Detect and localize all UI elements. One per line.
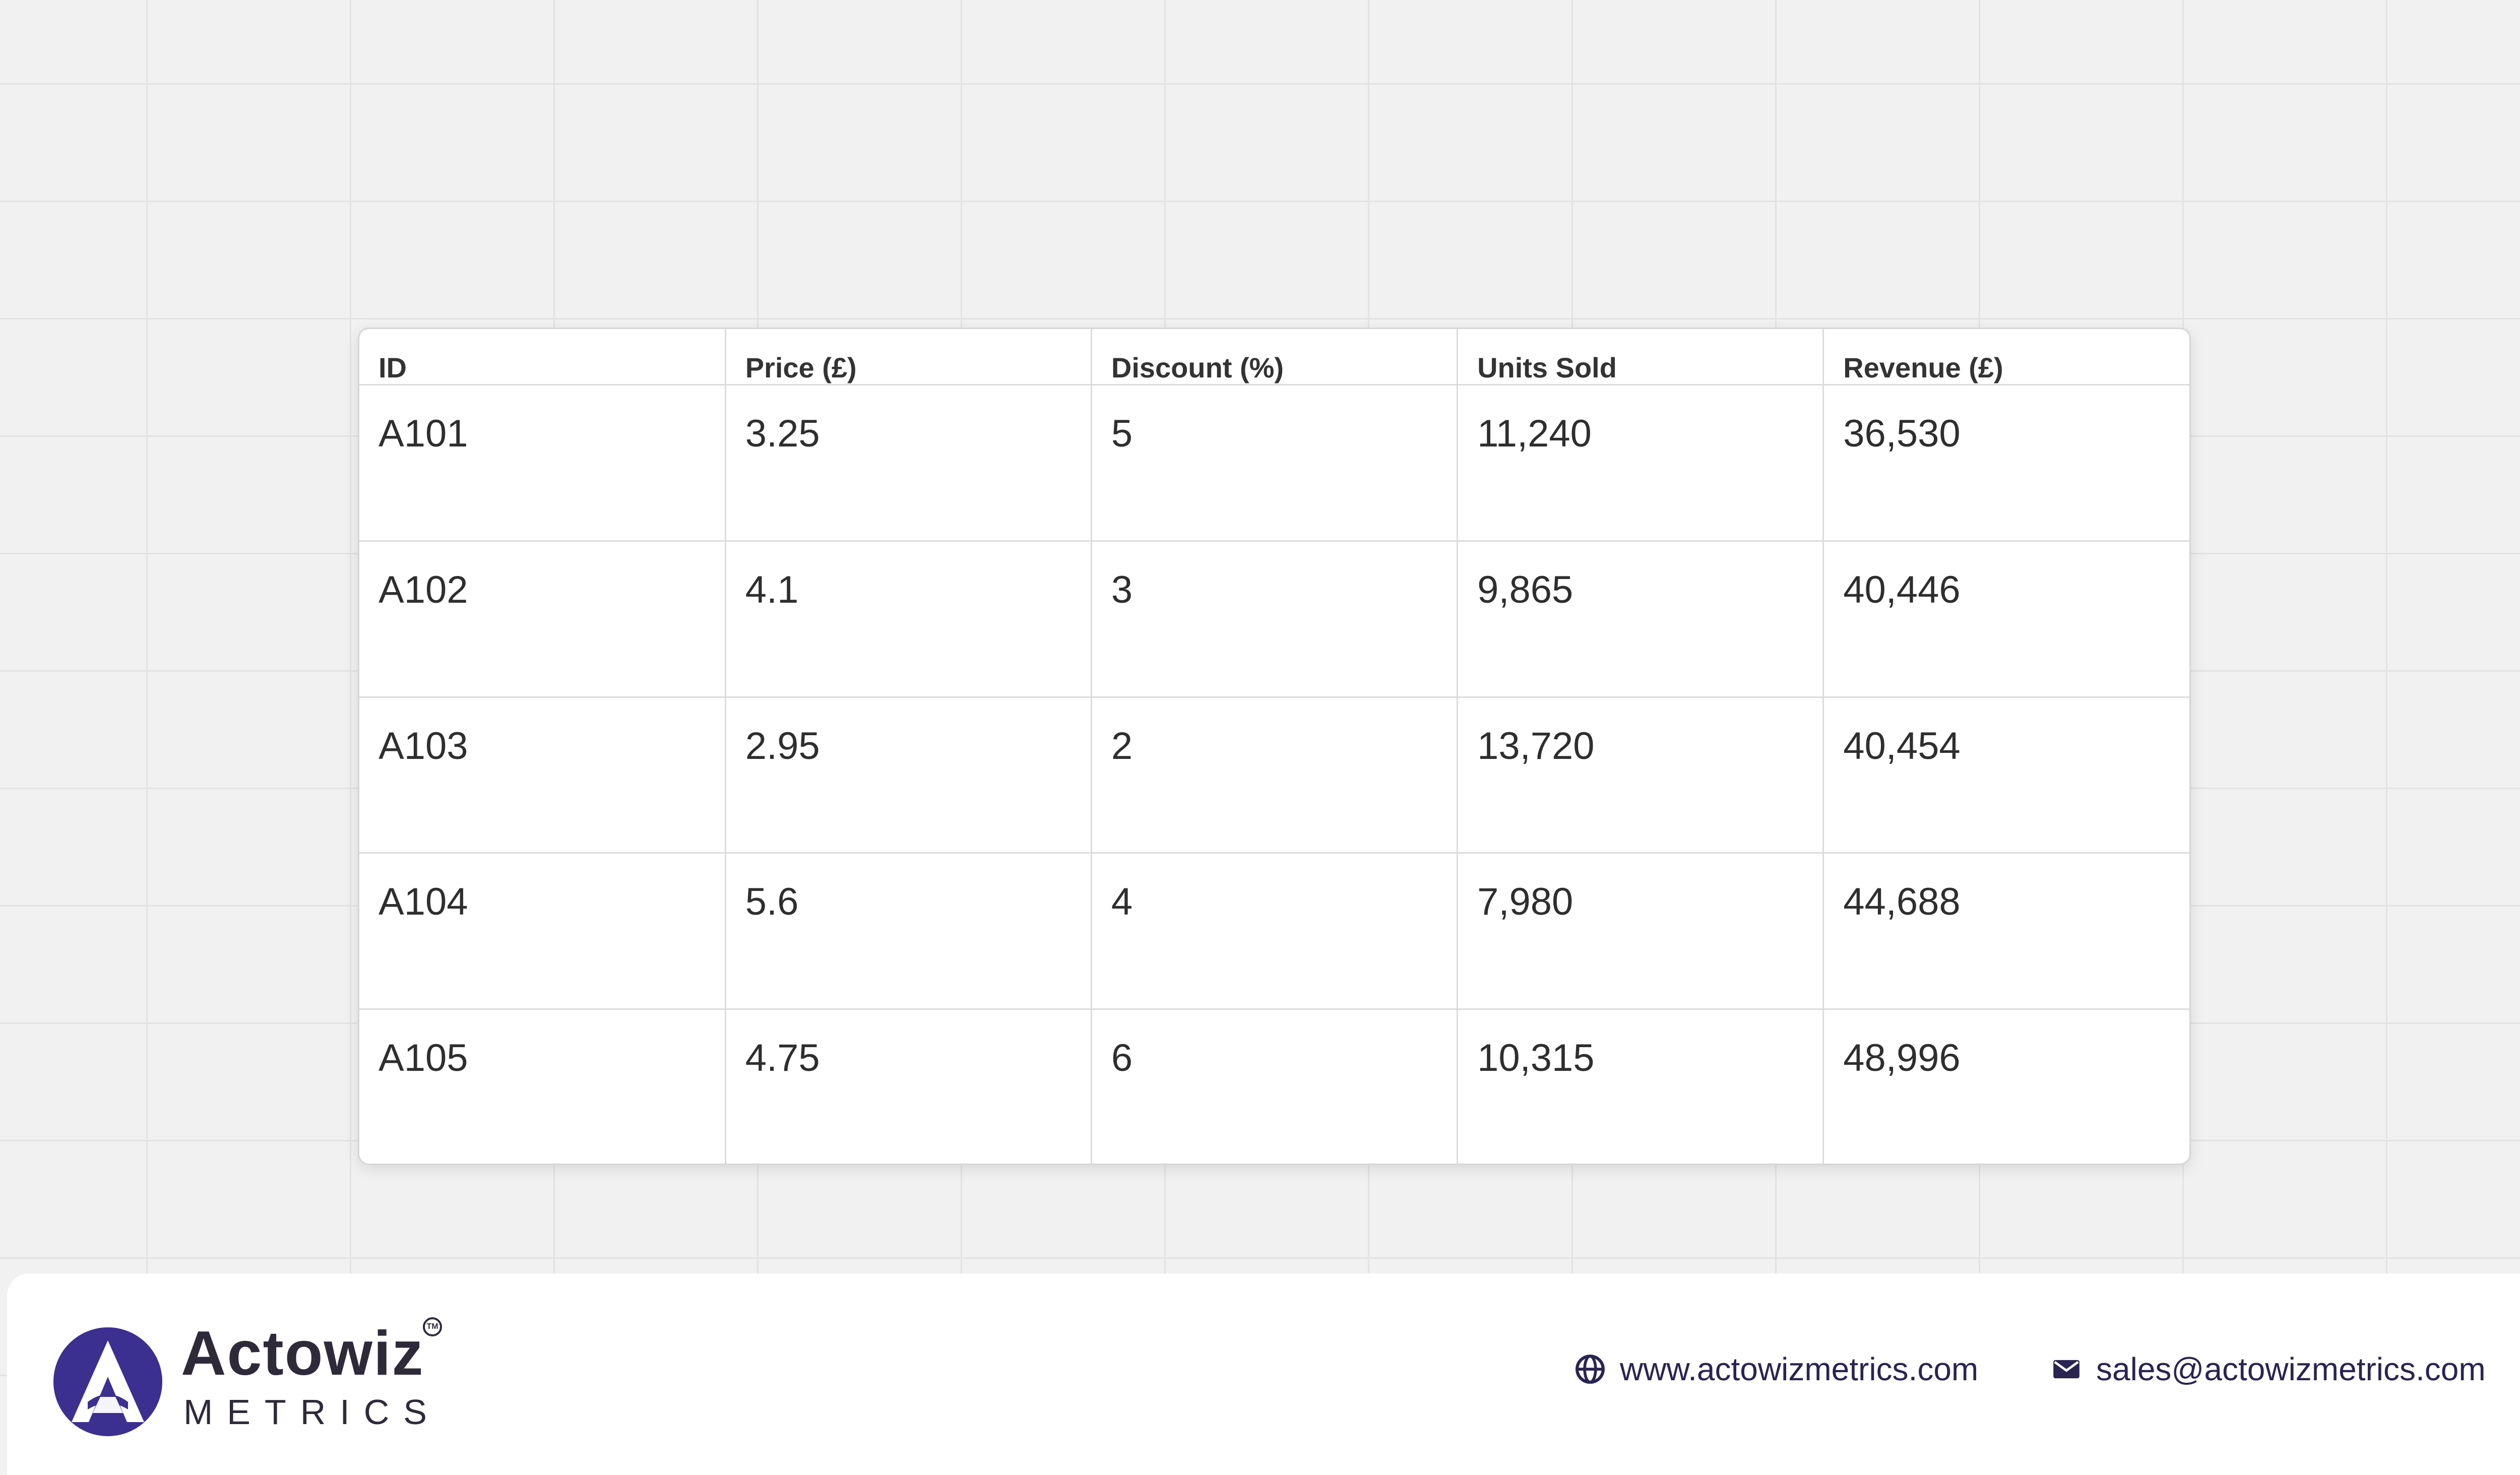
column-header-discount: Discount (%): [1091, 329, 1459, 386]
cell-id: A105: [359, 1009, 726, 1164]
cell-id: A101: [359, 384, 726, 542]
email-contact[interactable]: sales@actowizmetrics.com: [2051, 1349, 2486, 1389]
table-row: A101 3.25 5 11,240 36,530: [359, 384, 2189, 542]
cell-id: A103: [359, 697, 726, 854]
cell-revenue: 40,454: [1823, 697, 2189, 854]
cell-units-sold: 10,315: [1457, 1009, 1824, 1164]
table-row: A104 5.6 4 7,980 44,688: [359, 853, 2189, 1010]
cell-id: A104: [359, 853, 726, 1010]
cell-price: 2.95: [725, 697, 1092, 854]
table-row: A102 4.1 3 9,865 40,446: [359, 541, 2189, 698]
cell-discount: 2: [1091, 697, 1459, 854]
data-table: ID Price (£) Discount (%) Units Sold Rev…: [359, 329, 2189, 1164]
cell-revenue: 36,530: [1823, 384, 2189, 542]
actowiz-logo-icon: [53, 1327, 162, 1436]
trademark-badge: TM: [423, 1317, 442, 1336]
data-table-card: ID Price (£) Discount (%) Units Sold Rev…: [358, 328, 2191, 1165]
cell-revenue: 48,996: [1843, 1037, 1961, 1079]
cell-discount: 3: [1091, 541, 1459, 698]
globe-icon: [1576, 1355, 1605, 1384]
email-link[interactable]: sales@actowizmetrics.com: [2096, 1351, 2486, 1387]
column-header-price: Price (£): [725, 329, 1092, 386]
website-link[interactable]: www.actowizmetrics.com: [1620, 1351, 1979, 1387]
brand-logo: Actowiz METRICS TM: [52, 1311, 466, 1437]
cell-units-sold: 11,240: [1457, 384, 1824, 542]
footer: Actowiz METRICS TM www.actowizmetrics.co…: [7, 1273, 2520, 1475]
table-row: A103 2.95 2 13,720 40,454: [359, 697, 2189, 854]
cell-units-sold: 7,980: [1457, 853, 1824, 1010]
cell-discount: 5: [1091, 384, 1459, 542]
cell-revenue: 40,446: [1823, 541, 2189, 698]
brand-name: Actowiz: [181, 1319, 424, 1388]
cell-price: 3.25: [725, 384, 1092, 542]
website-contact[interactable]: www.actowizmetrics.com: [1574, 1349, 1978, 1389]
cell-discount: 6: [1091, 1009, 1459, 1164]
cell-price: 4.1: [725, 541, 1092, 698]
cell-revenue: 44,688: [1823, 853, 2189, 1010]
table-header-row: ID Price (£) Discount (%) Units Sold Rev…: [359, 329, 2189, 386]
cell-price: 4.75: [725, 1009, 1092, 1164]
cell-discount: 4: [1091, 853, 1459, 1010]
cell-id: A102: [359, 541, 726, 698]
cell-units-sold: 9,865: [1457, 541, 1824, 698]
cell-price: 5.6: [725, 853, 1092, 1010]
table-row: A105 4.75 6 10,315 48,996: [359, 1009, 2189, 1164]
column-header-id: ID: [359, 329, 726, 386]
brand-subtitle: METRICS: [183, 1392, 441, 1432]
column-header-revenue: Revenue (£): [1823, 329, 2189, 386]
cell-units-sold: 13,720: [1457, 697, 1824, 854]
mail-icon: [2053, 1360, 2080, 1379]
column-header-units-sold: Units Sold: [1457, 329, 1824, 386]
